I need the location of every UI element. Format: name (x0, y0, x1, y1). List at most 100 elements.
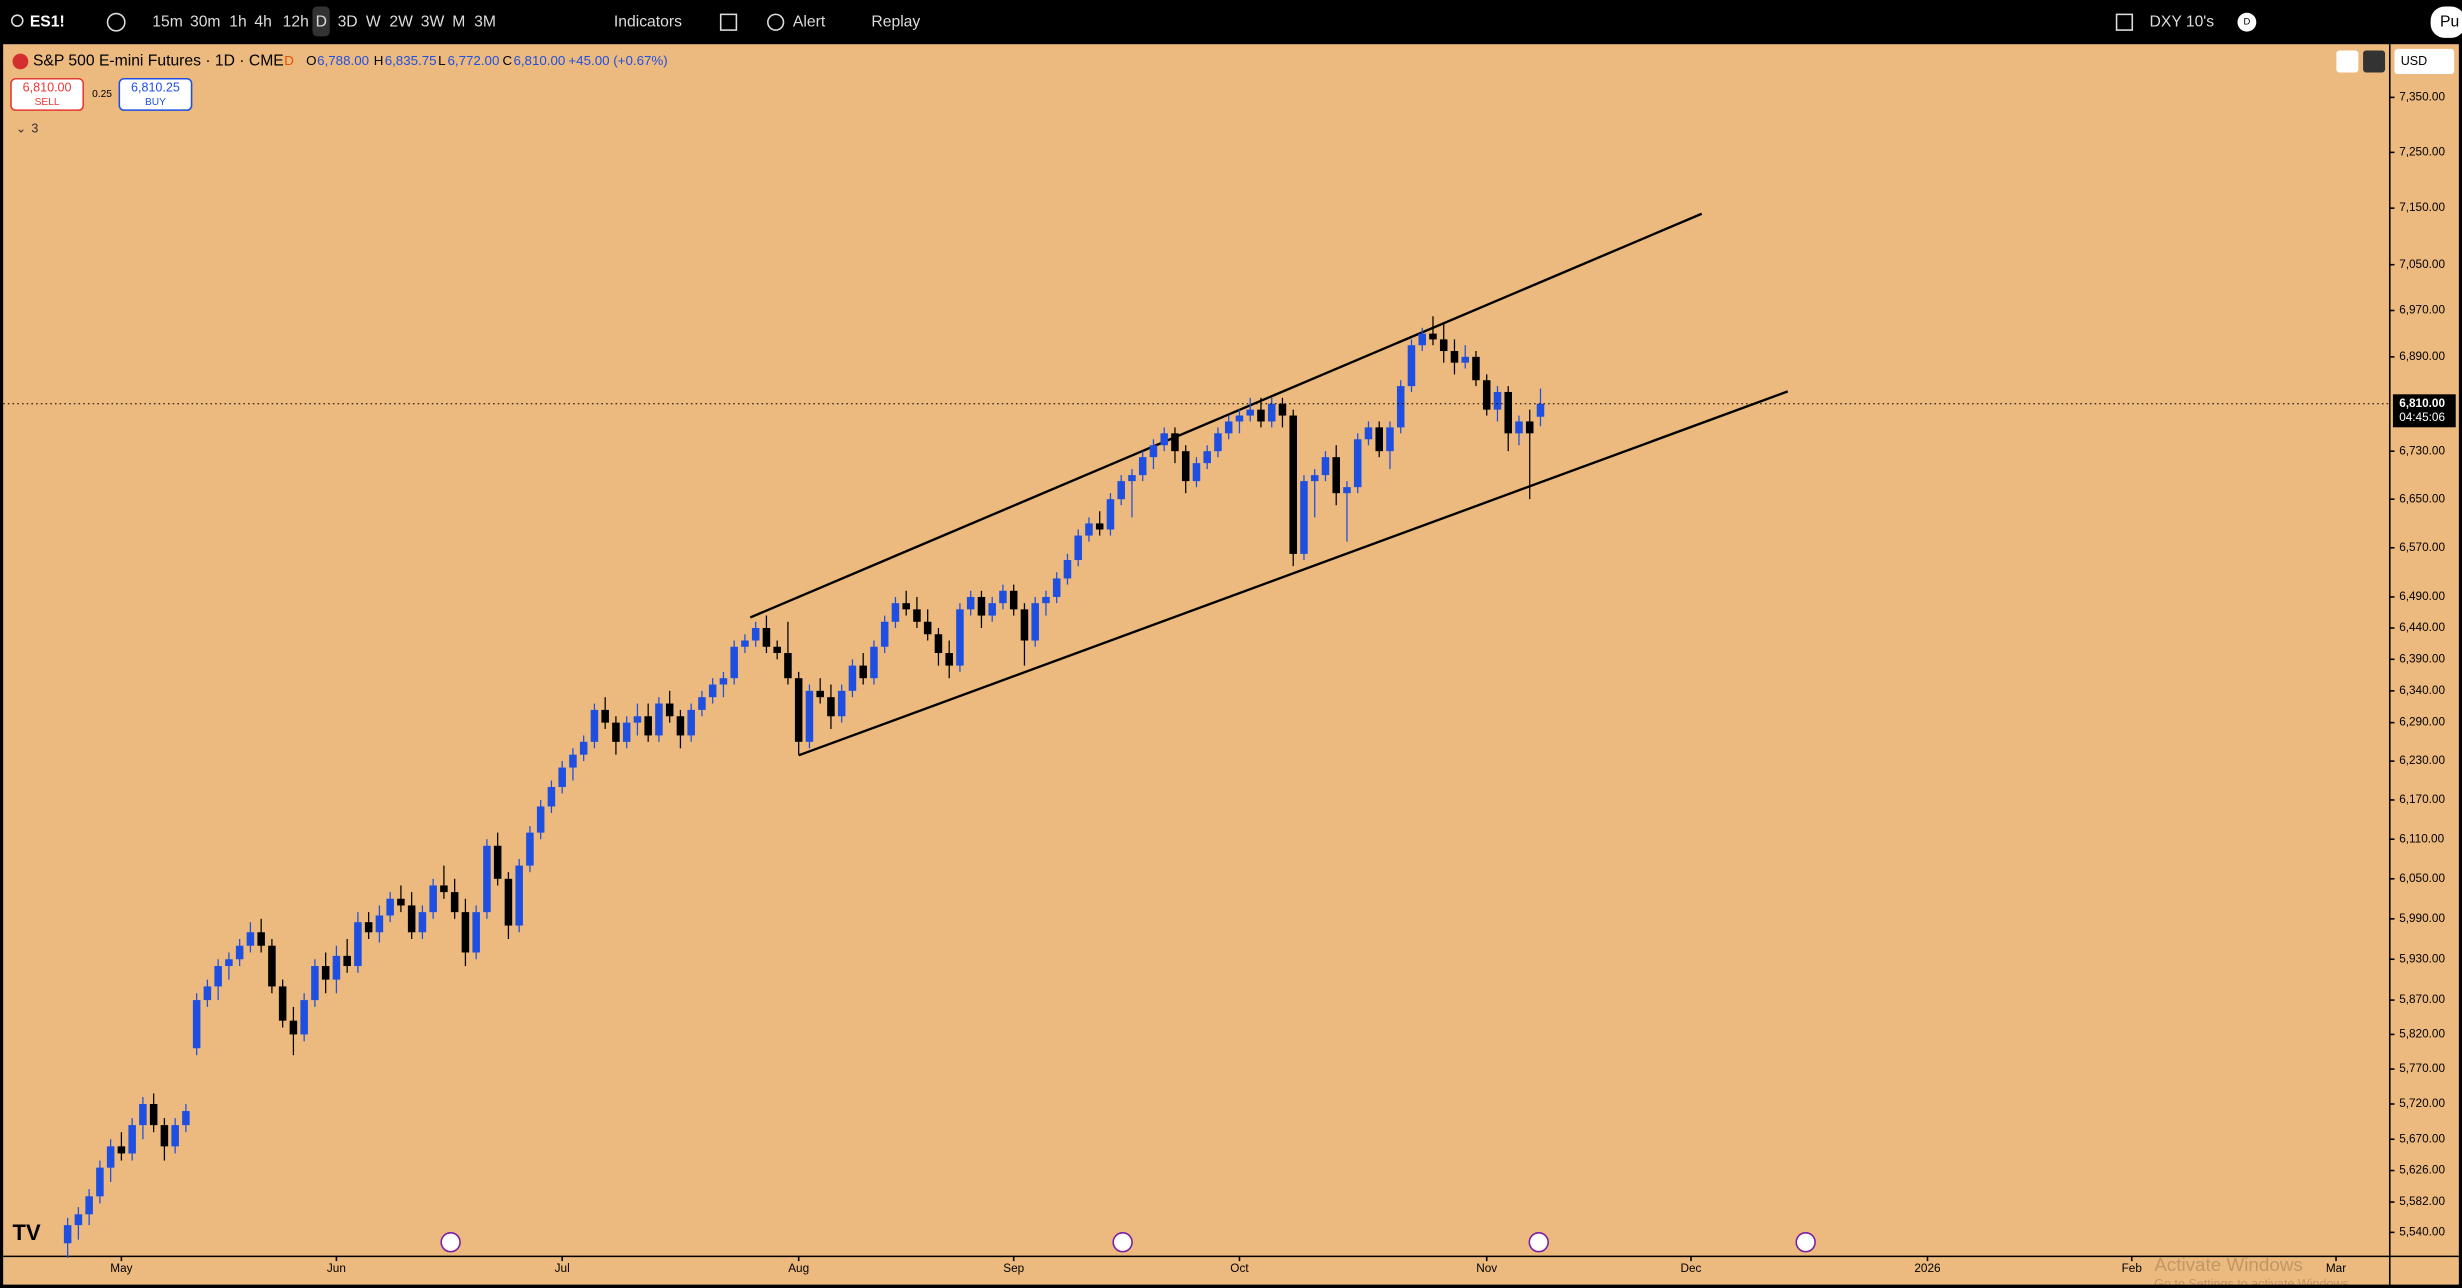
candle-body (1536, 403, 1545, 417)
currency-bg[interactable] (2394, 48, 2455, 75)
candle-body (1493, 391, 1502, 410)
candle-body (1289, 415, 1297, 554)
candle-body (1461, 356, 1469, 363)
candle-body (1160, 433, 1168, 446)
candle-body (816, 690, 824, 698)
candle-body (1171, 433, 1179, 452)
candle-body (730, 646, 738, 679)
candle-body (837, 690, 846, 717)
candle-body (676, 716, 685, 736)
y-tick-label: 5,540.00 (2399, 1225, 2445, 1238)
x-tick-label: Feb (2122, 1262, 2143, 1275)
candle-body (364, 922, 373, 933)
indicator-count[interactable]: 3 (31, 121, 38, 135)
profile[interactable]: Pu (2440, 13, 2459, 30)
interval[interactable]: 2W (389, 13, 413, 30)
close: 6,810.00 (513, 53, 565, 68)
scroll-button[interactable] (2336, 50, 2359, 73)
buy-price[interactable]: 6,810.25 (131, 80, 180, 94)
x-tick-label: Jul (555, 1262, 570, 1275)
interval[interactable]: 12h (283, 13, 309, 30)
candle-body (343, 955, 351, 967)
compare-badge: D (2243, 16, 2250, 27)
event-icon[interactable] (1795, 1232, 1816, 1253)
profile-bg[interactable] (2430, 6, 2462, 38)
candle-body (751, 628, 760, 641)
low: 6,772.00 (447, 53, 499, 68)
interval[interactable]: 1h (229, 13, 246, 30)
sell-label[interactable]: SELL (35, 97, 60, 108)
candle-body (1278, 403, 1287, 416)
event-icon[interactable] (1112, 1232, 1133, 1253)
search-icon[interactable] (10, 14, 24, 27)
compare[interactable]: DXY 10's (2150, 13, 2215, 30)
candle-body (1085, 523, 1093, 536)
candle-body (289, 1020, 298, 1035)
candle-body (85, 1196, 93, 1215)
candle-body (106, 1146, 115, 1168)
interval[interactable]: 4h (254, 13, 271, 30)
candle-body (1106, 499, 1115, 530)
replay[interactable]: Replay (871, 13, 920, 30)
candle-body (923, 621, 932, 635)
candle-body (601, 709, 609, 723)
candle-body (268, 945, 276, 987)
currency[interactable]: USD (2401, 54, 2428, 68)
candle-body (182, 1111, 190, 1126)
settings-button[interactable] (2363, 50, 2386, 73)
candle-body (1343, 487, 1351, 494)
add-symbol[interactable] (106, 12, 126, 32)
candle-body (214, 966, 222, 987)
interval[interactable]: M (452, 13, 465, 30)
event-icon[interactable] (1528, 1232, 1549, 1253)
buy-button[interactable] (118, 77, 193, 111)
interval[interactable]: 3D (338, 13, 358, 30)
candle-body (63, 1225, 72, 1244)
y-tick-label: 6,730.00 (2399, 444, 2445, 457)
y-tick-label: 5,626.00 (2399, 1164, 2445, 1177)
alert[interactable]: Alert (793, 13, 826, 30)
interval[interactable]: 30m (190, 13, 221, 30)
layouts-icon[interactable] (719, 13, 738, 31)
interval[interactable]: 3W (421, 13, 445, 30)
indicator-toggle[interactable]: ⌄ (16, 121, 27, 135)
interval[interactable]: W (366, 13, 381, 30)
toolbar: ES1! 15m 30m 1h 4h 12h D 3D W 2W 3W M 3M Indicators… (10, 6, 2462, 38)
candle-body (472, 912, 480, 953)
x-tick-label: Dec (1681, 1262, 1702, 1275)
trend-line (798, 390, 1789, 757)
candle-body (1525, 421, 1534, 434)
spread: 0.25 (92, 89, 112, 100)
open: 6,788.00 (317, 53, 369, 68)
sell-price[interactable]: 6,810.00 (23, 80, 72, 94)
active-interval-bg (312, 6, 330, 37)
candle-body (461, 912, 470, 953)
x-tick-label: Sep (1003, 1262, 1024, 1275)
candle-body (859, 665, 867, 679)
candle-body (321, 966, 330, 980)
intervals: 15m 30m 1h 4h 12h D 3D W 2W 3W M 3M (152, 13, 496, 30)
candle-body (1149, 445, 1158, 458)
candle-body (644, 716, 652, 736)
indicators[interactable]: Indicators (614, 13, 682, 30)
alert-icon[interactable] (767, 13, 785, 31)
interval[interactable]: D (316, 13, 327, 30)
candle-body (96, 1167, 104, 1197)
buy-label[interactable]: BUY (145, 97, 166, 108)
candle-body (1009, 590, 1018, 610)
candle-body (440, 885, 448, 893)
candle-body (1095, 523, 1104, 530)
candle-body (1353, 439, 1362, 488)
candle-body (246, 932, 255, 946)
y-tick-label: 6,340.00 (2399, 684, 2445, 697)
symbol[interactable]: ES1! (30, 13, 65, 30)
interval[interactable]: 15m (152, 13, 183, 30)
candle-body (988, 603, 996, 616)
event-icon[interactable] (440, 1232, 461, 1253)
sell-button[interactable] (10, 77, 85, 111)
compare-checkbox[interactable] (2115, 13, 2134, 31)
interval[interactable]: 3M (474, 13, 496, 30)
candle-body (579, 741, 588, 755)
candle-body (493, 845, 502, 879)
